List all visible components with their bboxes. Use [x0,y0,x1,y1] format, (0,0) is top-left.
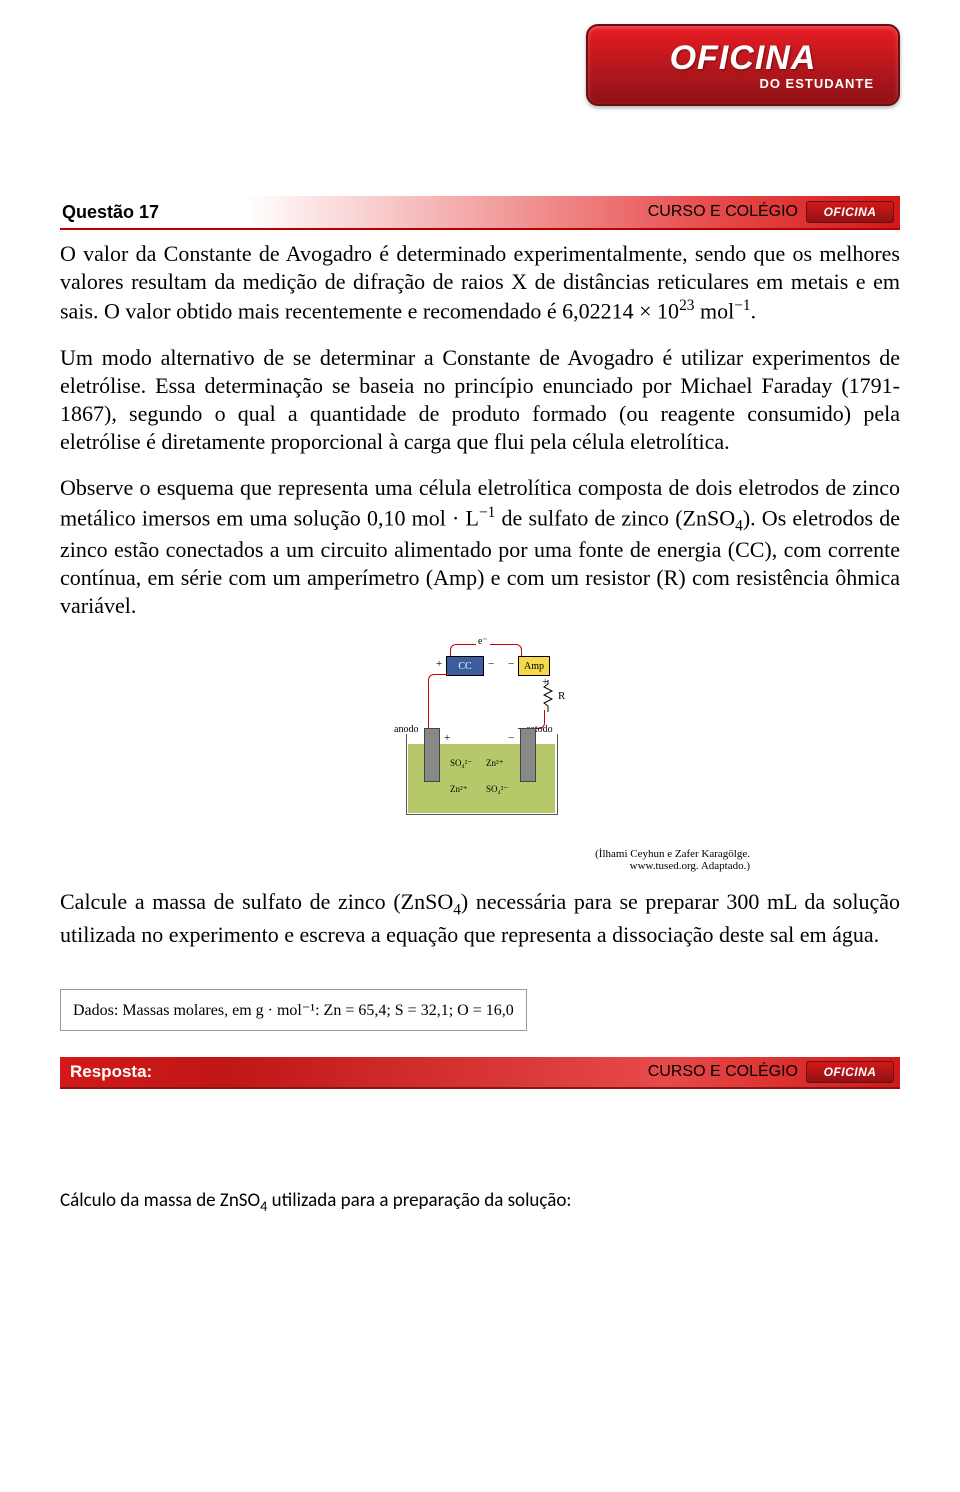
resistor-icon [542,680,554,712]
electrolysis-diagram: e⁻ CC Amp + − − + R anodo catodo + − SO₄… [350,640,610,840]
diagram-caption: (İlhami Ceyhun e Zafer Karagölge. www.tu… [210,848,750,872]
response-bar: Resposta: CURSO E COLÉGIO OFICINA [60,1057,900,1089]
top-logo-container: OFICINA DO ESTUDANTE [60,24,900,106]
course-label: CURSO E COLÉGIO [648,203,798,221]
paragraph-2: Um modo alternativo de se determinar a C… [60,344,900,457]
response-course-label: CURSO E COLÉGIO [648,1063,798,1081]
ion-zn-2: Zn²⁺ [450,784,467,795]
electrode-anode [424,728,440,782]
response-right: CURSO E COLÉGIO OFICINA [648,1061,894,1083]
solution-line: Cálculo da massa de ZnSO4 utilizada para… [60,1189,900,1215]
brand-text: OFICINA [670,39,817,78]
question-prompt: Calcule a massa de sulfato de zinco (ZnS… [60,888,900,948]
data-box-text: Dados: Massas molares, em g · mol⁻¹: Zn … [73,1002,514,1019]
brand-subtext: DO ESTUDANTE [759,76,874,91]
cc-box: CC [446,656,484,676]
p3-sub: 4 [735,517,743,534]
resistor-label: R [558,690,565,702]
electrode-cathode [520,728,536,782]
p4a: Calcule a massa de sulfato de zinco (ZnS… [60,889,453,914]
question-body: O valor da Constante de Avogadro é deter… [60,240,900,620]
p1-exp2: −1 [734,297,750,314]
ion-zn-1: Zn²⁺ [486,758,503,769]
data-box: Dados: Massas molares, em g · mol⁻¹: Zn … [60,989,527,1031]
question-header-bar: Questão 17 CURSO E COLÉGIO OFICINA [60,196,900,230]
amp-minus: − [508,658,514,670]
mini-logo-icon: OFICINA [806,201,894,223]
p3-exp: −1 [479,504,495,521]
p1-end: . [751,299,757,324]
ion-so4-2: SO₄²⁻ [486,784,508,795]
question-number: Questão 17 [62,202,159,223]
ion-so4-1: SO₄²⁻ [450,758,472,769]
p3b: de sulfato de zinco (ZnSO [495,505,735,530]
amp-box: Amp [518,656,550,676]
wire-left [428,674,447,729]
electron-flow-label: e⁻ [476,636,490,647]
final-a: Cálculo da massa de ZnSO [60,1189,260,1212]
p1-text: O valor da Constante de Avogadro é deter… [60,241,900,324]
header-right: CURSO E COLÉGIO OFICINA [648,201,894,223]
mini-logo-icon: OFICINA [806,1061,894,1083]
paragraph-4: Calcule a massa de sulfato de zinco (ZnS… [60,888,900,948]
paragraph-3: Observe o esquema que representa uma cél… [60,474,900,620]
p4-sub: 4 [453,902,461,919]
p1-exp: 23 [679,297,694,314]
brand-logo: OFICINA DO ESTUDANTE [586,24,900,106]
paragraph-1: O valor da Constante de Avogadro é deter… [60,240,900,326]
caption-line-1: (İlhami Ceyhun e Zafer Karagölge. [595,848,750,860]
cc-plus: + [436,658,442,670]
caption-line-2: www.tused.org. Adaptado.) [630,860,750,872]
p1-unit: mol [694,299,734,324]
cc-minus: − [488,658,494,670]
final-b: utilizada para a preparação da solução: [267,1189,571,1212]
diagram-container: e⁻ CC Amp + − − + R anodo catodo + − SO₄… [60,640,900,872]
response-label: Resposta: [70,1062,152,1082]
